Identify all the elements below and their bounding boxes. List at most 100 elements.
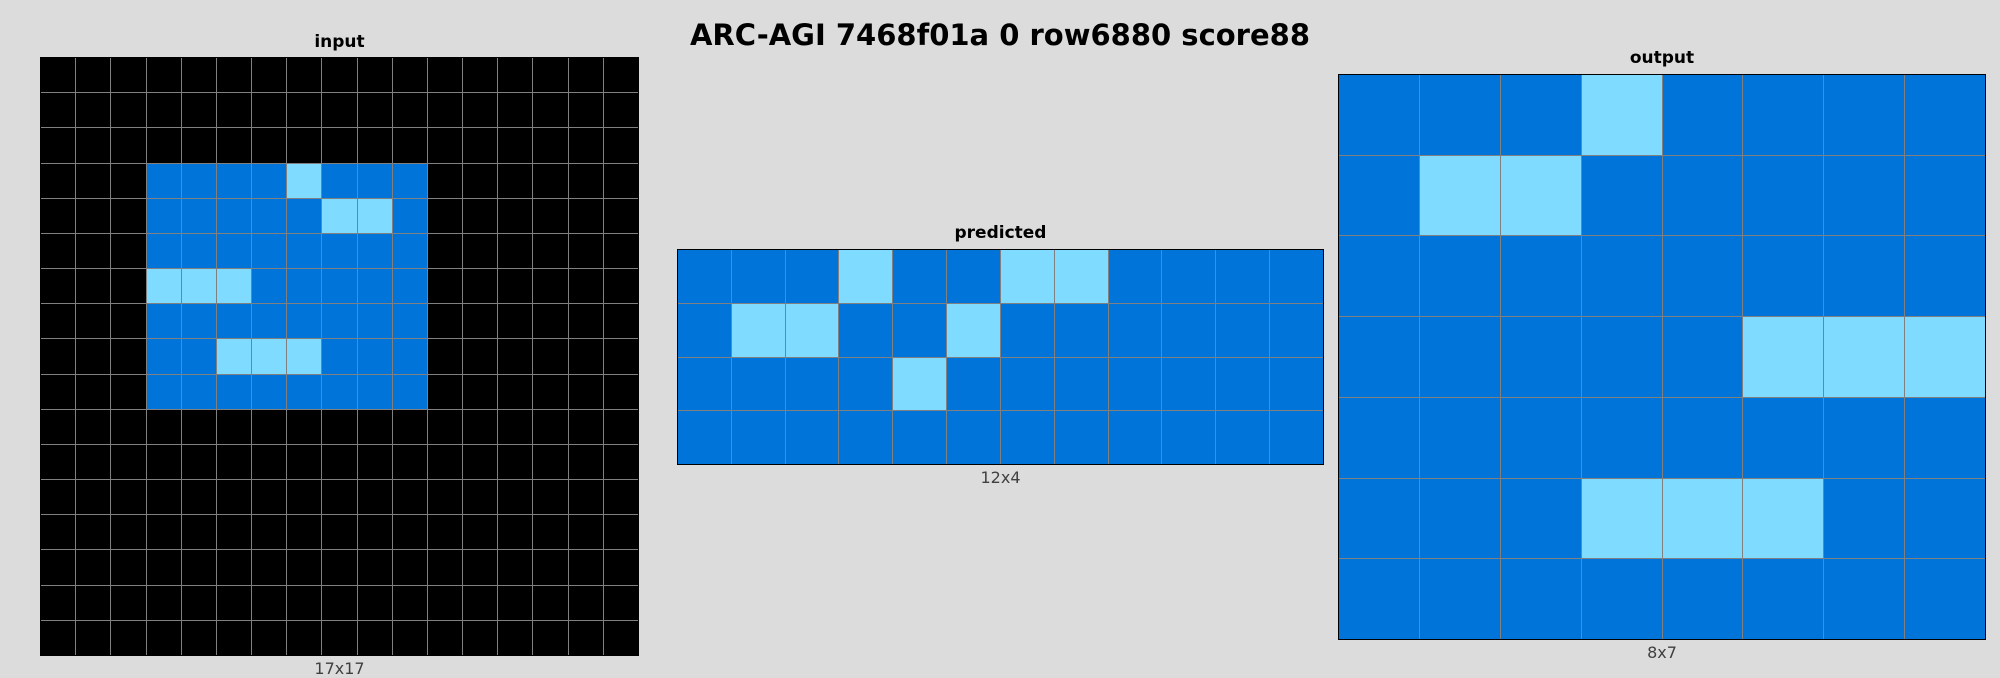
input-grid-cell (498, 339, 533, 374)
input-grid-cell (252, 409, 287, 444)
input-grid-cell (498, 58, 533, 93)
predicted-size-label: 12x4 (980, 468, 1021, 487)
input-grid-cell (322, 550, 357, 585)
input-grid-cell (287, 233, 322, 269)
input-grid-cell (463, 374, 498, 409)
predicted-grid-cell (1000, 411, 1054, 464)
output-grid-cell (1824, 397, 1905, 478)
predicted-grid-cell (893, 250, 947, 303)
output-grid-cell (1500, 397, 1581, 478)
input-grid-cell (603, 58, 638, 93)
output-grid-cell (1905, 478, 1985, 559)
input-grid-cell (76, 374, 111, 409)
input-grid-cell (322, 128, 357, 163)
input-grid-cell (463, 163, 498, 198)
input-grid-cell (252, 233, 287, 269)
input-grid-cell (533, 128, 568, 163)
input-grid-cell (216, 550, 252, 585)
input-grid-cell (146, 269, 181, 304)
output-grid-cell (1662, 155, 1743, 236)
input-grid-cell (287, 550, 322, 585)
input-grid-cell (76, 409, 111, 444)
output-grid-cell (1905, 559, 1985, 639)
input-grid-cell (146, 409, 181, 444)
input-grid-cell (498, 233, 533, 269)
input-grid-cell (181, 339, 216, 374)
input-grid-cell (216, 128, 252, 163)
output-grid-cell (1419, 478, 1500, 559)
input-grid-cell (216, 409, 252, 444)
input-grid-cell (287, 58, 322, 93)
input-grid-cell (498, 515, 533, 550)
input-grid-cell (146, 620, 181, 655)
input-grid-cell (357, 269, 392, 304)
input-grid-cell (111, 585, 146, 620)
input-grid-cell (427, 515, 463, 550)
input-grid-cell (181, 515, 216, 550)
input-grid-cell (287, 128, 322, 163)
input-grid-cell (568, 339, 603, 374)
input-grid-cell (146, 444, 181, 480)
input-grid-cell (181, 58, 216, 93)
predicted-grid-cell (1054, 411, 1108, 464)
input-grid-cell (216, 233, 252, 269)
input-grid-cell (357, 480, 392, 515)
input-grid-cell (111, 269, 146, 304)
input-grid-cell (76, 58, 111, 93)
input-grid-cell (322, 269, 357, 304)
output-grid-cell (1419, 155, 1500, 236)
input-grid-cell (216, 198, 252, 233)
input-grid-cell (322, 374, 357, 409)
input-grid-cell (392, 339, 427, 374)
input-grid-cell (76, 233, 111, 269)
input-grid-cell (568, 304, 603, 339)
input-grid-cell (216, 374, 252, 409)
input-grid-cell (146, 163, 181, 198)
input-grid-cell (357, 339, 392, 374)
input-grid-cell (76, 269, 111, 304)
input-grid-cell (568, 515, 603, 550)
predicted-grid-cell (893, 303, 947, 357)
input-grid-cell (252, 163, 287, 198)
input-grid-cell (568, 620, 603, 655)
input-grid-cell (41, 163, 76, 198)
input-grid-cell (181, 444, 216, 480)
predicted-grid-cell (1162, 250, 1216, 303)
output-grid-cell (1662, 75, 1743, 155)
predicted-grid-cell (1054, 250, 1108, 303)
input-grid-cell (603, 550, 638, 585)
input-grid-cell (41, 93, 76, 128)
predicted-grid-cell (731, 357, 785, 411)
predicted-grid-cell (678, 357, 731, 411)
input-grid-cell (216, 444, 252, 480)
input-grid-cell (287, 409, 322, 444)
input-grid-cell (357, 374, 392, 409)
output-grid-cell (1743, 317, 1824, 397)
input-grid-cell (216, 163, 252, 198)
output-grid-cell (1419, 559, 1500, 639)
input-grid-cell (533, 409, 568, 444)
input-grid-cell (357, 163, 392, 198)
input-grid-cell (427, 444, 463, 480)
input-grid-cell (392, 304, 427, 339)
input-grid-cell (41, 233, 76, 269)
input-grid-cell (463, 93, 498, 128)
output-grid-cell (1581, 317, 1662, 397)
input-grid-cell (216, 620, 252, 655)
output-grid-cell (1339, 236, 1419, 317)
input-grid-cell (41, 550, 76, 585)
input-grid-cell (181, 585, 216, 620)
predicted-grid-cell (731, 303, 785, 357)
input-grid-cell (392, 585, 427, 620)
output-grid-cell (1743, 397, 1824, 478)
input-grid-cell (181, 198, 216, 233)
predicted-grid-cell (1108, 303, 1162, 357)
input-grid-cell (216, 339, 252, 374)
input-grid-cell (322, 198, 357, 233)
output-grid-cell (1339, 317, 1419, 397)
input-grid-cell (322, 93, 357, 128)
input-grid-cell (498, 128, 533, 163)
output-grid-cell (1824, 317, 1905, 397)
input-grid-cell (392, 163, 427, 198)
output-grid-cell (1339, 75, 1419, 155)
